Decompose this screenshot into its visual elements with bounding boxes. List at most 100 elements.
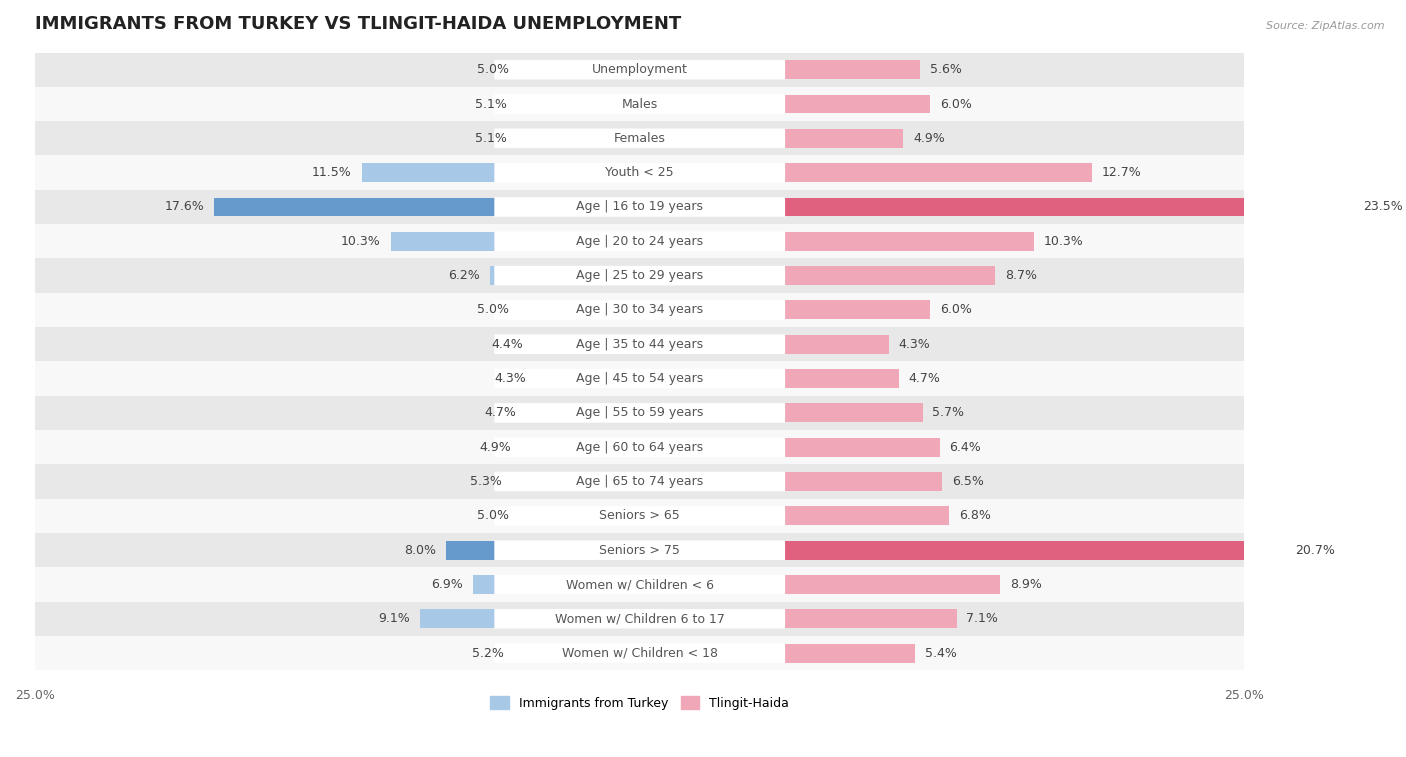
Text: 4.4%: 4.4% — [492, 338, 523, 350]
Text: 6.4%: 6.4% — [949, 441, 981, 453]
Bar — [35, 87, 1244, 121]
Bar — [785, 540, 1285, 559]
Bar — [35, 533, 1244, 567]
Text: Age | 16 to 19 years: Age | 16 to 19 years — [576, 201, 703, 213]
Text: IMMIGRANTS FROM TURKEY VS TLINGIT-HAIDA UNEMPLOYMENT: IMMIGRANTS FROM TURKEY VS TLINGIT-HAIDA … — [35, 15, 681, 33]
Text: Age | 25 to 29 years: Age | 25 to 29 years — [576, 269, 703, 282]
Text: Females: Females — [614, 132, 665, 145]
FancyBboxPatch shape — [495, 472, 785, 491]
FancyBboxPatch shape — [495, 575, 785, 594]
Bar — [35, 190, 1244, 224]
Bar — [785, 369, 898, 388]
Bar — [785, 506, 949, 525]
Bar — [35, 155, 1244, 190]
Bar — [785, 95, 929, 114]
Bar — [35, 361, 1244, 396]
Text: 17.6%: 17.6% — [165, 201, 204, 213]
FancyBboxPatch shape — [495, 609, 785, 628]
Text: Youth < 25: Youth < 25 — [606, 166, 673, 179]
Bar — [35, 293, 1244, 327]
Bar — [35, 430, 1244, 464]
Text: 6.8%: 6.8% — [959, 509, 991, 522]
Bar — [35, 258, 1244, 293]
Text: 4.9%: 4.9% — [479, 441, 512, 453]
Text: 20.7%: 20.7% — [1295, 544, 1336, 556]
Text: 8.7%: 8.7% — [1005, 269, 1038, 282]
Text: 6.0%: 6.0% — [939, 98, 972, 111]
Text: 4.3%: 4.3% — [495, 372, 526, 385]
Text: 12.7%: 12.7% — [1102, 166, 1142, 179]
Text: Women w/ Children 6 to 17: Women w/ Children 6 to 17 — [555, 612, 724, 625]
Text: 6.2%: 6.2% — [449, 269, 479, 282]
Text: Males: Males — [621, 98, 658, 111]
Text: 23.5%: 23.5% — [1362, 201, 1403, 213]
FancyBboxPatch shape — [495, 438, 785, 457]
Text: Seniors > 65: Seniors > 65 — [599, 509, 681, 522]
Bar — [35, 602, 1244, 636]
Text: 5.0%: 5.0% — [477, 509, 509, 522]
Text: 4.7%: 4.7% — [908, 372, 941, 385]
Bar — [785, 335, 889, 354]
Bar — [785, 198, 1354, 217]
Text: Age | 55 to 59 years: Age | 55 to 59 years — [576, 407, 703, 419]
FancyBboxPatch shape — [495, 129, 785, 148]
Text: 6.0%: 6.0% — [939, 304, 972, 316]
Text: 5.7%: 5.7% — [932, 407, 965, 419]
FancyBboxPatch shape — [495, 335, 785, 354]
Text: Source: ZipAtlas.com: Source: ZipAtlas.com — [1267, 21, 1385, 31]
Text: 5.1%: 5.1% — [475, 132, 506, 145]
Text: Age | 60 to 64 years: Age | 60 to 64 years — [576, 441, 703, 453]
Bar — [35, 636, 1244, 670]
Bar — [785, 266, 995, 285]
Bar — [214, 198, 495, 217]
Text: Age | 20 to 24 years: Age | 20 to 24 years — [576, 235, 703, 248]
Bar — [35, 327, 1244, 361]
Bar — [446, 540, 495, 559]
Bar — [35, 52, 1244, 87]
Bar — [35, 121, 1244, 155]
Bar — [35, 396, 1244, 430]
Text: 10.3%: 10.3% — [1043, 235, 1084, 248]
Bar — [361, 164, 495, 182]
Text: Women w/ Children < 18: Women w/ Children < 18 — [562, 646, 717, 659]
Bar — [785, 61, 921, 79]
Bar — [785, 301, 929, 319]
Text: 5.2%: 5.2% — [472, 646, 505, 659]
Text: Unemployment: Unemployment — [592, 63, 688, 76]
Bar — [472, 575, 495, 594]
Text: 11.5%: 11.5% — [312, 166, 352, 179]
Text: 5.4%: 5.4% — [925, 646, 957, 659]
FancyBboxPatch shape — [495, 266, 785, 285]
Bar — [785, 403, 922, 422]
Text: Age | 35 to 44 years: Age | 35 to 44 years — [576, 338, 703, 350]
Text: Age | 30 to 34 years: Age | 30 to 34 years — [576, 304, 703, 316]
Bar — [785, 438, 939, 456]
Text: 5.0%: 5.0% — [477, 304, 509, 316]
Text: 9.1%: 9.1% — [378, 612, 411, 625]
Text: Seniors > 75: Seniors > 75 — [599, 544, 681, 556]
FancyBboxPatch shape — [495, 163, 785, 182]
Legend: Immigrants from Turkey, Tlingit-Haida: Immigrants from Turkey, Tlingit-Haida — [485, 691, 794, 715]
Text: 5.3%: 5.3% — [470, 475, 502, 488]
Text: 5.1%: 5.1% — [475, 98, 506, 111]
FancyBboxPatch shape — [495, 403, 785, 422]
Bar — [419, 609, 495, 628]
Bar — [785, 164, 1092, 182]
Bar — [785, 232, 1033, 251]
FancyBboxPatch shape — [495, 232, 785, 251]
Text: Women w/ Children < 6: Women w/ Children < 6 — [565, 578, 714, 591]
Text: 8.9%: 8.9% — [1010, 578, 1042, 591]
Bar — [35, 567, 1244, 602]
Bar — [35, 499, 1244, 533]
FancyBboxPatch shape — [495, 60, 785, 79]
Bar — [35, 464, 1244, 499]
Text: 5.6%: 5.6% — [929, 63, 962, 76]
Text: 8.0%: 8.0% — [405, 544, 436, 556]
Text: Age | 45 to 54 years: Age | 45 to 54 years — [576, 372, 703, 385]
Bar — [785, 643, 915, 662]
Text: 6.9%: 6.9% — [432, 578, 463, 591]
FancyBboxPatch shape — [495, 197, 785, 217]
FancyBboxPatch shape — [495, 301, 785, 319]
Bar — [489, 266, 495, 285]
Bar — [35, 224, 1244, 258]
